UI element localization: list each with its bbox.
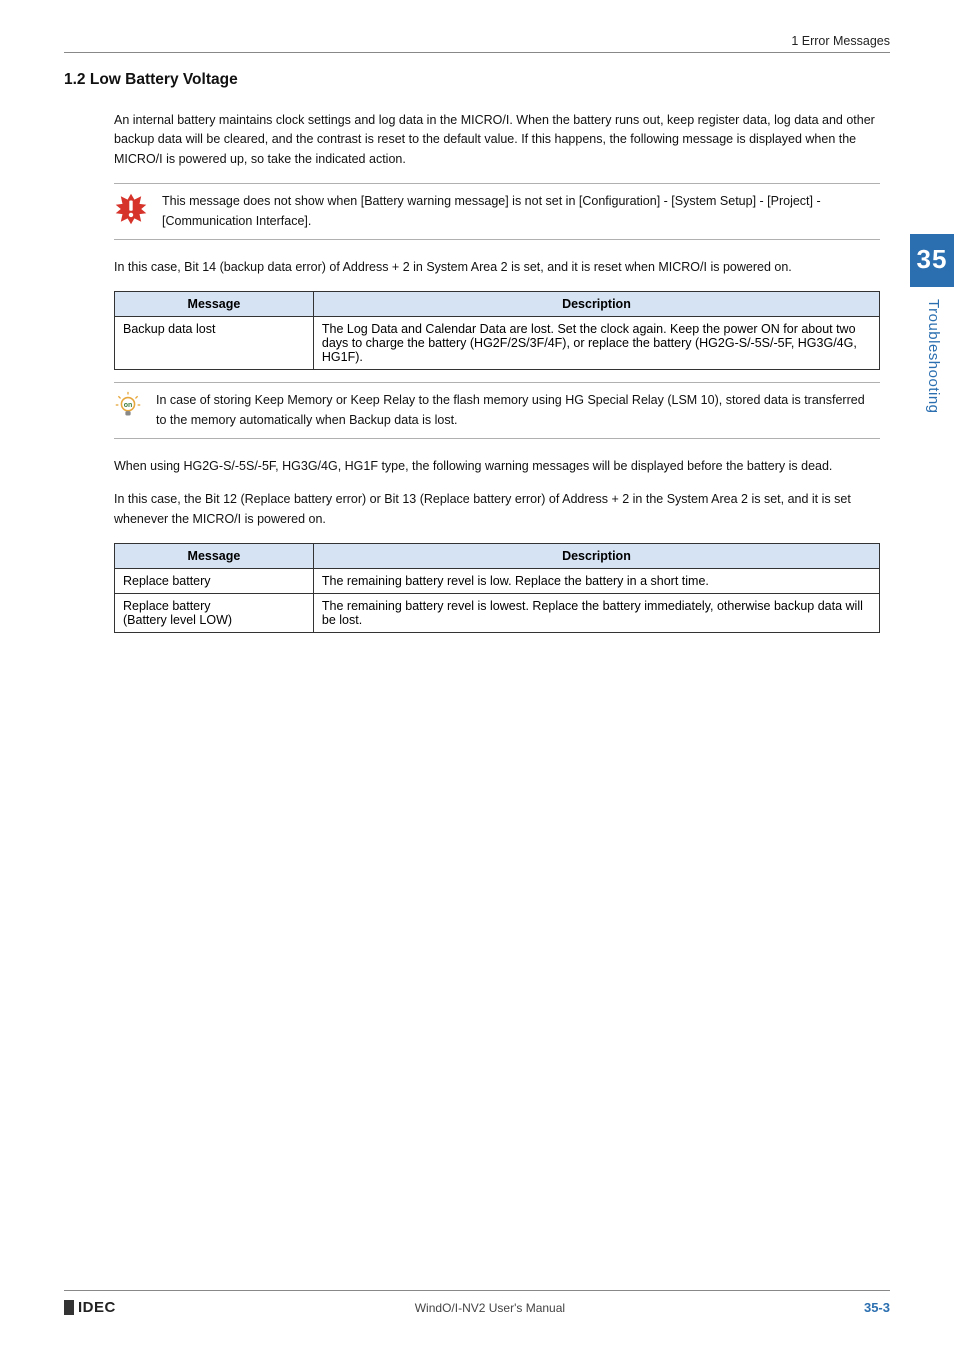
footer-brand-text: IDEC (78, 1299, 116, 1316)
chapter-label: Troubleshooting (910, 287, 954, 414)
table2-header-message: Message (115, 544, 314, 569)
footer-doc-title: WindO/I-NV2 User's Manual (415, 1301, 565, 1315)
tip-note: on In case of storing Keep Memory or Kee… (114, 382, 880, 439)
lightbulb-icon: on (114, 391, 142, 419)
table1-row0-message: Backup data lost (115, 317, 314, 370)
paragraph-types: When using HG2G-S/-5S/-5F, HG3G/4G, HG1F… (114, 457, 880, 476)
table2-row0-description: The remaining battery revel is low. Repl… (313, 569, 879, 594)
footer-page-number: 35-3 (864, 1300, 890, 1315)
warning-starburst-icon (114, 192, 148, 226)
chapter-number: 35 (910, 234, 954, 287)
table-replace-battery: Message Description Replace battery The … (114, 543, 880, 633)
tip-note-text: In case of storing Keep Memory or Keep R… (156, 391, 876, 430)
paragraph-bit14: In this case, Bit 14 (backup data error)… (114, 258, 880, 277)
chapter-side-tab: 35 Troubleshooting (910, 234, 954, 414)
page: 1 Error Messages 1.2 Low Battery Voltage… (0, 0, 954, 1350)
table1-row0-description: The Log Data and Calendar Data are lost.… (313, 317, 879, 370)
table-row: Replace battery (Battery level LOW) The … (115, 594, 880, 633)
table2-row0-message: Replace battery (115, 569, 314, 594)
footer-brand: IDEC (64, 1299, 116, 1316)
warning-note-text: This message does not show when [Battery… (162, 192, 876, 231)
section-heading: 1.2 Low Battery Voltage (64, 71, 890, 89)
footer-rule (64, 1290, 890, 1291)
table1-header-message: Message (115, 292, 314, 317)
paragraph-bit12-13: In this case, the Bit 12 (Replace batter… (114, 490, 880, 529)
paragraph-intro: An internal battery maintains clock sett… (114, 111, 880, 169)
page-footer: IDEC WindO/I-NV2 User's Manual 35-3 (64, 1290, 890, 1316)
table2-row1-message: Replace battery (Battery level LOW) (115, 594, 314, 633)
table-backup-data-lost: Message Description Backup data lost The… (114, 291, 880, 370)
table2-row1-description: The remaining battery revel is lowest. R… (313, 594, 879, 633)
table-row: Replace battery The remaining battery re… (115, 569, 880, 594)
brand-square-icon (64, 1300, 74, 1315)
footer-page-num: 3 (883, 1300, 890, 1315)
table2-header-description: Description (313, 544, 879, 569)
table1-header-description: Description (313, 292, 879, 317)
footer-page-prefix: 35- (864, 1300, 883, 1315)
header-rule (64, 52, 890, 53)
warning-note: This message does not show when [Battery… (114, 183, 880, 240)
svg-text:on: on (124, 402, 133, 409)
header-breadcrumb: 1 Error Messages (64, 34, 890, 48)
table-row: Backup data lost The Log Data and Calend… (115, 317, 880, 370)
